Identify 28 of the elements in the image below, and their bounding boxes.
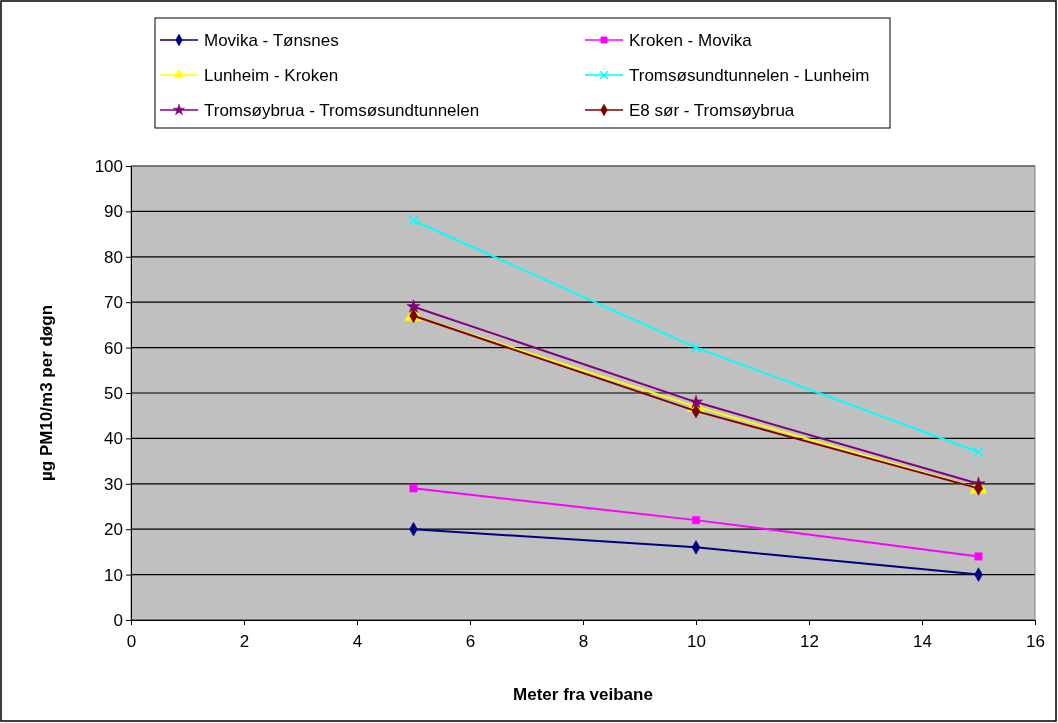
y-tick-label: 10 bbox=[104, 565, 123, 585]
x-tick-label: 6 bbox=[465, 631, 476, 651]
y-tick-label: 60 bbox=[104, 338, 123, 358]
y-tick-label: 50 bbox=[104, 383, 123, 403]
legend-label: E8 sør - Tromsøybrua bbox=[629, 101, 795, 120]
legend-label: Kroken - Movika bbox=[629, 31, 753, 50]
y-tick-label: 90 bbox=[104, 202, 123, 222]
x-tick-label: 8 bbox=[578, 631, 589, 651]
x-tick-label: 2 bbox=[239, 631, 250, 651]
x-tick-label: 0 bbox=[126, 631, 137, 651]
x-axis-title: Meter fra veibane bbox=[513, 685, 653, 704]
y-tick-label: 70 bbox=[104, 293, 123, 313]
x-tick-label: 4 bbox=[352, 631, 363, 651]
y-tick-label: 80 bbox=[104, 247, 123, 267]
y-tick-label: 30 bbox=[104, 474, 123, 494]
legend-label: Tromsøsundtunnelen - Lunheim bbox=[629, 66, 870, 85]
x-tick-label: 12 bbox=[800, 631, 819, 651]
y-tick-label: 40 bbox=[104, 429, 123, 449]
x-tick-label: 10 bbox=[687, 631, 706, 651]
y-axis-title: µg PM10/m3 per døgn bbox=[37, 304, 56, 482]
legend-label: Movika - Tønsnes bbox=[204, 31, 339, 50]
legend-label: Lunheim - Kroken bbox=[204, 66, 339, 85]
y-tick-label: 0 bbox=[113, 610, 123, 630]
legend-label: Tromsøybrua - Tromsøsundtunnelen bbox=[204, 101, 480, 120]
y-tick-label: 20 bbox=[104, 520, 123, 540]
y-tick-label: 100 bbox=[94, 156, 123, 176]
x-tick-label: 16 bbox=[1026, 631, 1045, 651]
x-tick-label: 14 bbox=[913, 631, 932, 651]
